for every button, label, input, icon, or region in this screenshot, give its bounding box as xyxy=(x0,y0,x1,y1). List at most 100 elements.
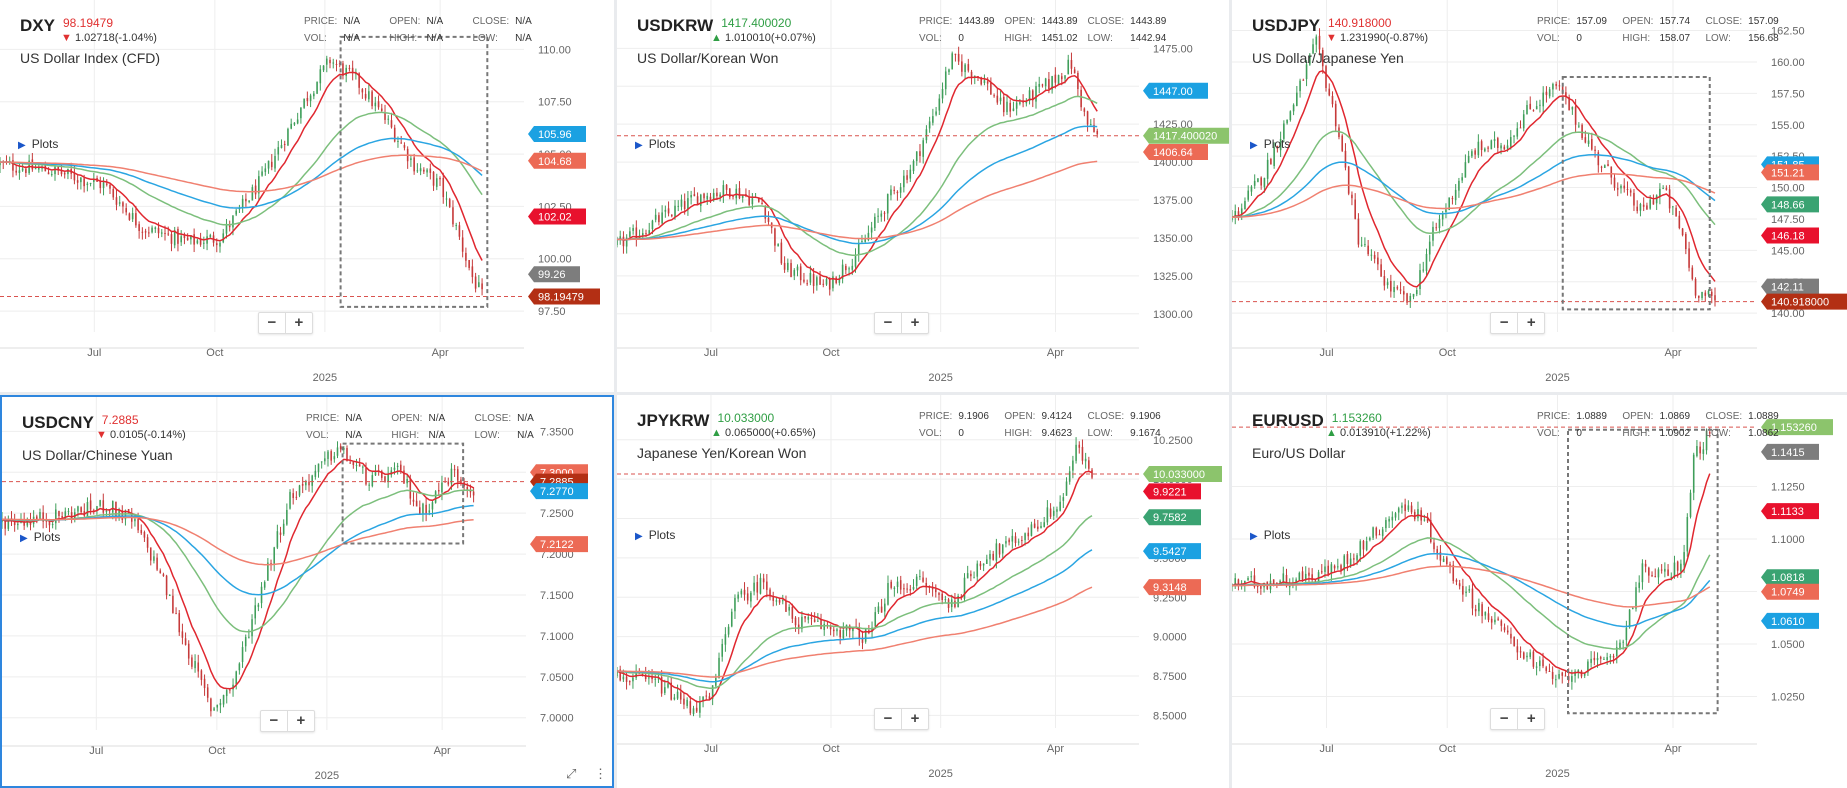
candle-body xyxy=(1380,264,1382,277)
chart-panel-usdjpy[interactable]: 162.50160.00157.50155.00152.50150.00147.… xyxy=(1232,0,1847,392)
chart-panel-dxy[interactable]: 110.00107.50105.00102.50100.0097.50JulOc… xyxy=(0,0,614,392)
candle-body xyxy=(1391,516,1394,521)
plots-label: Plots xyxy=(648,528,676,542)
candle-body xyxy=(1320,571,1323,573)
price-axis-label: 1406.64 xyxy=(1143,144,1208,161)
plots-toggle[interactable]: ▶ Plots xyxy=(20,530,60,544)
zoom-out-button[interactable]: − xyxy=(1499,710,1509,727)
zoom-out-button[interactable]: − xyxy=(267,314,277,331)
zoom-in-button[interactable]: + xyxy=(1517,313,1544,333)
candle-body xyxy=(263,582,266,588)
candle-body xyxy=(257,604,260,607)
candle-body xyxy=(413,157,415,172)
svg-text:9.7582: 9.7582 xyxy=(1153,512,1187,524)
candle-body xyxy=(1458,180,1460,191)
candle-body xyxy=(99,181,102,189)
chart-panel-usdcny[interactable]: 7.35007.30007.25007.20007.15007.10007.05… xyxy=(0,395,614,788)
symbol-label[interactable]: USDCNY xyxy=(22,413,94,432)
range-selection-box[interactable] xyxy=(1567,428,1719,715)
zoom-in-button[interactable]: + xyxy=(1517,709,1544,729)
candle-body xyxy=(1603,165,1606,168)
svg-text:140.918000: 140.918000 xyxy=(1771,297,1829,309)
expand-icon[interactable]: ⤢ xyxy=(566,766,577,781)
candle-body xyxy=(928,121,931,129)
range-selection-box[interactable] xyxy=(341,442,465,545)
candle-body xyxy=(1017,541,1020,543)
plots-toggle[interactable]: ▶ Plots xyxy=(1250,137,1290,151)
price-axis-label: 98.19479 xyxy=(528,288,600,305)
candle-body xyxy=(455,225,457,227)
symbol-label[interactable]: EURUSD xyxy=(1252,411,1324,430)
candle-body xyxy=(317,463,320,472)
plots-toggle[interactable]: ▶ Plots xyxy=(1250,528,1290,542)
chart-panel-eurusd[interactable]: 1.12501.10001.07501.05001.0250JulOct2025… xyxy=(1232,395,1847,788)
candle-body xyxy=(1696,446,1698,457)
candle-body xyxy=(1373,255,1376,259)
instrument-description: US Dollar/Japanese Yen xyxy=(1252,50,1404,66)
candle-body xyxy=(658,215,660,223)
price-axis-label: 148.66 xyxy=(1761,196,1819,213)
price-axis-label: 1.0610 xyxy=(1761,612,1819,629)
candle-body xyxy=(1697,295,1700,298)
zoom-in-button[interactable]: + xyxy=(901,709,928,729)
zoom-in-button[interactable]: + xyxy=(286,711,314,731)
candle-body xyxy=(21,168,24,171)
svg-text:1.1415: 1.1415 xyxy=(1771,447,1805,459)
plots-toggle[interactable]: ▶ Plots xyxy=(635,137,675,151)
arrow-up-icon: ▲ xyxy=(711,427,725,439)
range-selection-box[interactable] xyxy=(1561,76,1711,311)
zoom-in-button[interactable]: + xyxy=(901,313,928,333)
symbol-label[interactable]: USDJPY xyxy=(1252,16,1321,35)
candle-body xyxy=(351,67,354,73)
candle-body xyxy=(1659,188,1661,197)
candle-body xyxy=(298,485,301,496)
zoom-out-button[interactable]: − xyxy=(1499,314,1509,331)
candle-body xyxy=(1359,541,1362,556)
range-selection-box[interactable] xyxy=(339,35,489,308)
symbol-label[interactable]: DXY xyxy=(20,16,55,35)
candle-body xyxy=(228,225,231,228)
zoom-out-button[interactable]: − xyxy=(269,712,279,729)
plots-toggle[interactable]: ▶ Plots xyxy=(635,528,675,542)
y-tick-label: 160.00 xyxy=(1771,57,1805,69)
chart-panel-jpykrw[interactable]: 10.250010.00009.75009.50009.25009.00008.… xyxy=(617,395,1229,788)
candle-body xyxy=(48,521,51,526)
candle-body xyxy=(777,243,779,247)
x-tick-label: 2025 xyxy=(313,372,337,384)
chart-header: USDJPY 140.918000 ▼ 1.231990(-0.87%) US Dol… xyxy=(1252,16,1428,66)
candle-body xyxy=(1315,36,1318,45)
kebab-menu-icon[interactable]: ⋮ xyxy=(594,766,607,781)
candle-body xyxy=(1037,526,1039,529)
candle-body xyxy=(1583,672,1586,676)
candle-body xyxy=(1516,646,1519,653)
candle-body xyxy=(346,447,348,462)
candle-body xyxy=(822,283,825,285)
candle-body xyxy=(1490,140,1493,150)
symbol-label[interactable]: USDKRW xyxy=(637,16,714,35)
candle-body xyxy=(1067,59,1070,75)
x-tick-label: Jul xyxy=(704,743,718,755)
zoom-out-button[interactable]: − xyxy=(883,314,893,331)
candle-body xyxy=(254,185,257,195)
candle-body xyxy=(644,674,647,680)
chart-panel-usdkrw[interactable]: 1475.001450.001425.001400.001375.001350.… xyxy=(617,0,1229,392)
zoom-out-button[interactable]: − xyxy=(883,710,893,727)
candle-body xyxy=(362,466,364,468)
y-tick-label: 10.2500 xyxy=(1153,435,1193,447)
candle-body xyxy=(1683,552,1685,566)
zoom-in-button[interactable]: + xyxy=(284,313,312,333)
plots-toggle[interactable]: ▶ Plots xyxy=(18,137,58,151)
candle-body xyxy=(722,185,725,196)
candle-body xyxy=(732,195,734,197)
symbol-label[interactable]: JPYKRW xyxy=(637,411,710,430)
candle-body xyxy=(1062,497,1065,501)
moving-average-line xyxy=(1232,172,1716,219)
candle-body xyxy=(676,691,679,699)
candle-body xyxy=(1426,518,1429,522)
candle-body xyxy=(162,574,165,576)
candle-body xyxy=(173,230,176,246)
stat-value: N/A xyxy=(428,413,446,424)
candle-body xyxy=(762,578,765,583)
stat-value: 1.0889 xyxy=(1748,411,1779,422)
